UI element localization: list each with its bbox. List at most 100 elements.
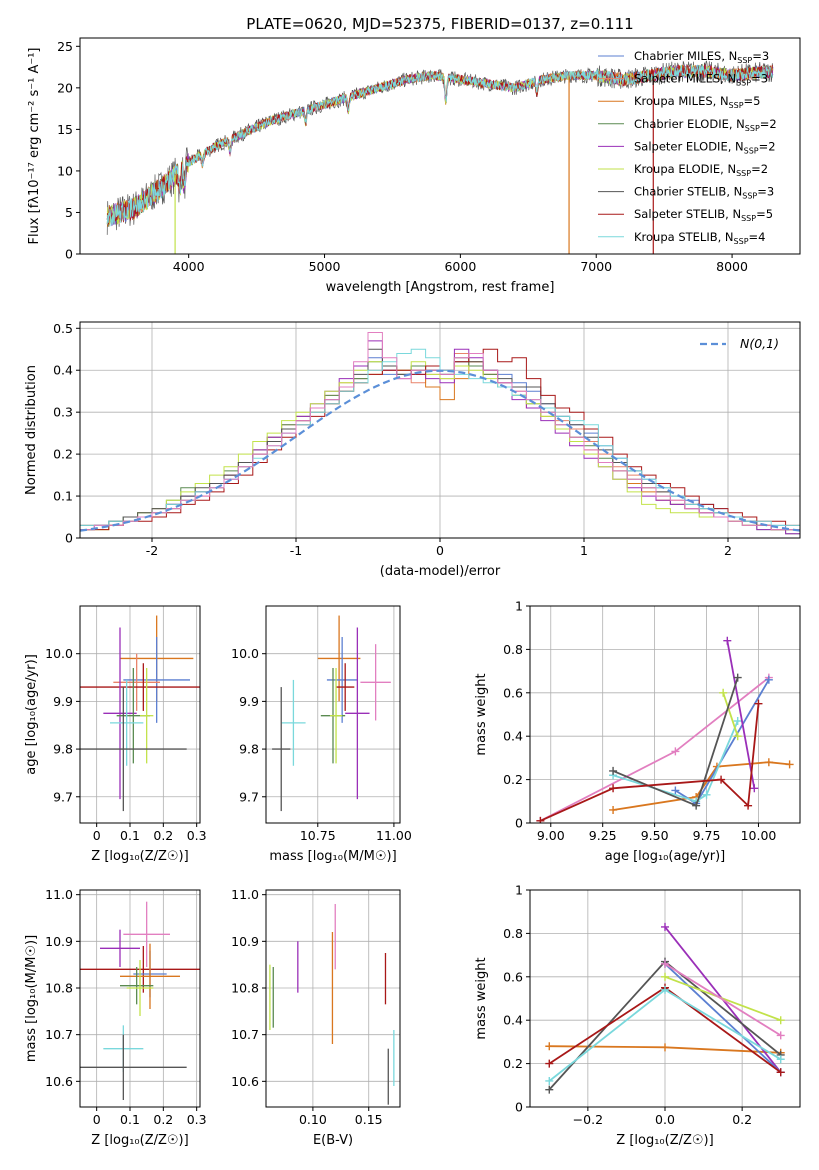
mass_vs_ebv-panel: 0.10 0.15 10.6 10.7 10.8 10.9 11.0 E(B-V) bbox=[231, 887, 401, 1148]
legend-label: Salpeter MILES, NSSP=3 bbox=[634, 72, 768, 88]
y-tick-label: 20 bbox=[57, 80, 73, 95]
x-axis-label: age [log₁₀(age/yr)] bbox=[605, 849, 726, 864]
x-axis-label: mass [log₁₀(M/M☉)] bbox=[269, 849, 396, 864]
x-tick-label: -1 bbox=[290, 543, 302, 558]
x-tick-label: 0 bbox=[436, 543, 444, 558]
y-tick-label: 10.8 bbox=[45, 981, 73, 996]
x-tick-label: 7000 bbox=[580, 259, 612, 274]
axes-frame bbox=[79, 889, 201, 1108]
y-tick-label: 0.6 bbox=[503, 969, 523, 984]
legend-label: Chabrier ELODIE, NSSP=2 bbox=[634, 117, 777, 133]
y-tick-label: 0.2 bbox=[503, 772, 523, 787]
y-tick-label: 0.6 bbox=[503, 685, 523, 700]
y-tick-label: 0.2 bbox=[503, 1056, 523, 1071]
weight-marker bbox=[545, 1042, 554, 1051]
y-tick-label: 10.8 bbox=[231, 981, 259, 996]
y-tick-label: 9.8 bbox=[239, 742, 259, 757]
histogram-step bbox=[80, 332, 800, 538]
weight-line bbox=[664, 963, 782, 1037]
gaussian-legend-label: N(0,1) bbox=[740, 336, 779, 351]
x-tick-label: 9.75 bbox=[693, 828, 721, 843]
y-axis-label: age [log₁₀(age/yr)] bbox=[24, 654, 39, 775]
legend-label: Salpeter STELIB, NSSP=5 bbox=[634, 207, 773, 223]
weight-marker bbox=[754, 699, 763, 708]
spectrum-panel: 4000 5000 6000 7000 8000 0 5 10 15 20 25 wavelength… bbox=[27, 37, 801, 295]
y-tick-label: 1 bbox=[515, 599, 523, 614]
gaussian-curve bbox=[80, 369, 800, 532]
x-tick-label: 0.3 bbox=[187, 1112, 207, 1127]
y-tick-label: 9.7 bbox=[53, 789, 73, 804]
errorbar-group bbox=[272, 615, 391, 812]
weight-marker bbox=[661, 985, 669, 994]
weight-marker bbox=[764, 758, 773, 767]
x-tick-label: 0.10 bbox=[299, 1112, 327, 1127]
y-tick-label: 0 bbox=[65, 531, 73, 546]
x-tick-label: 8000 bbox=[716, 259, 748, 274]
x-tick-label: 0.1 bbox=[120, 1112, 140, 1127]
spectrum-lines bbox=[106, 60, 774, 254]
x-tick-label: -2 bbox=[146, 543, 158, 558]
weight-marker bbox=[671, 747, 680, 756]
axes-frame bbox=[79, 605, 201, 824]
spectrum-series-line bbox=[106, 64, 774, 227]
x-tick-label: 0.2 bbox=[153, 1112, 173, 1127]
weight-marker bbox=[545, 1059, 554, 1068]
x-tick-label: 0.0 bbox=[655, 1112, 675, 1127]
weight-line bbox=[664, 963, 782, 1073]
y-axis-label: mass [log₁₀(M/M☉)] bbox=[24, 935, 39, 1062]
x-tick-label: 0 bbox=[93, 1112, 101, 1127]
weight-marker bbox=[545, 1085, 554, 1094]
y-tick-label: 10.0 bbox=[45, 646, 73, 661]
y-tick-label: 0.8 bbox=[503, 642, 523, 657]
y-tick-label: 0.4 bbox=[503, 729, 523, 744]
y-tick-label: 0.4 bbox=[503, 1013, 523, 1028]
weight-marker bbox=[723, 636, 732, 645]
y-tick-label: 11.0 bbox=[231, 887, 259, 902]
legend-label: Kroupa MILES, NSSP=5 bbox=[634, 94, 760, 110]
x-axis-label: wavelength [Angstrom, rest frame] bbox=[326, 280, 555, 295]
axes-frame bbox=[265, 889, 401, 1108]
x-tick-label: 0.15 bbox=[355, 1112, 383, 1127]
weight-marker bbox=[702, 790, 711, 799]
weight-marker bbox=[661, 959, 669, 968]
weight-marker bbox=[744, 801, 753, 810]
y-tick-label: 0.1 bbox=[53, 489, 73, 504]
age_vs_Z-panel: 0 0.1 0.2 0.3 9.7 9.8 9.9 10.0 Z [log₁₀(Z/Z☉)] ag… bbox=[24, 605, 207, 864]
errorbar-group bbox=[80, 901, 200, 1100]
x-axis-label: Z [log₁₀(Z/Z☉)] bbox=[91, 849, 188, 864]
y-tick-label: 10.0 bbox=[231, 646, 259, 661]
y-tick-label: 10 bbox=[57, 163, 73, 178]
weight-marker bbox=[785, 760, 794, 769]
weight-marker bbox=[661, 972, 669, 981]
y-tick-label: 0 bbox=[65, 247, 73, 262]
y-tick-label: 0 bbox=[515, 1100, 523, 1115]
weight-marker bbox=[750, 784, 759, 793]
weight-marker bbox=[692, 801, 701, 810]
y-tick-label: 15 bbox=[57, 122, 73, 137]
x-tick-label: 2 bbox=[724, 543, 732, 558]
y-axis-label: Flux [fλ10⁻¹⁷ erg cm⁻² s⁻¹ A⁻¹] bbox=[27, 48, 42, 245]
y-tick-label: 9.9 bbox=[239, 694, 259, 709]
weight-marker bbox=[609, 766, 618, 775]
x-tick-label: 5000 bbox=[309, 259, 341, 274]
x-axis-label: Z [log₁₀(Z/Z☉)] bbox=[91, 1133, 188, 1148]
weight_vs_age-panel: 9.00 9.25 9.50 9.75 10.00 0 0.2 0.4 0.6 0.8 1 age [… bbox=[474, 599, 801, 864]
x-tick-label: 4000 bbox=[173, 259, 205, 274]
x-tick-label: −0.2 bbox=[573, 1112, 603, 1127]
y-tick-label: 9.8 bbox=[53, 742, 73, 757]
x-axis-label: Z [log₁₀(Z/Z☉)] bbox=[616, 1133, 713, 1148]
y-tick-label: 10.7 bbox=[231, 1027, 259, 1042]
histogram-group bbox=[80, 332, 800, 538]
axes-frame bbox=[79, 37, 801, 255]
weight-line bbox=[722, 692, 739, 737]
y-tick-label: 0 bbox=[515, 816, 523, 831]
y-tick-label: 25 bbox=[57, 39, 73, 54]
weight-marker bbox=[717, 775, 726, 784]
x-tick-label: 10.75 bbox=[300, 828, 336, 843]
y-tick-label: 10.7 bbox=[45, 1027, 73, 1042]
axes-frame bbox=[529, 605, 801, 824]
weight-marker bbox=[536, 816, 545, 823]
y-axis-label: Normed distribution bbox=[24, 365, 39, 495]
y-tick-label: 10.9 bbox=[45, 934, 73, 949]
